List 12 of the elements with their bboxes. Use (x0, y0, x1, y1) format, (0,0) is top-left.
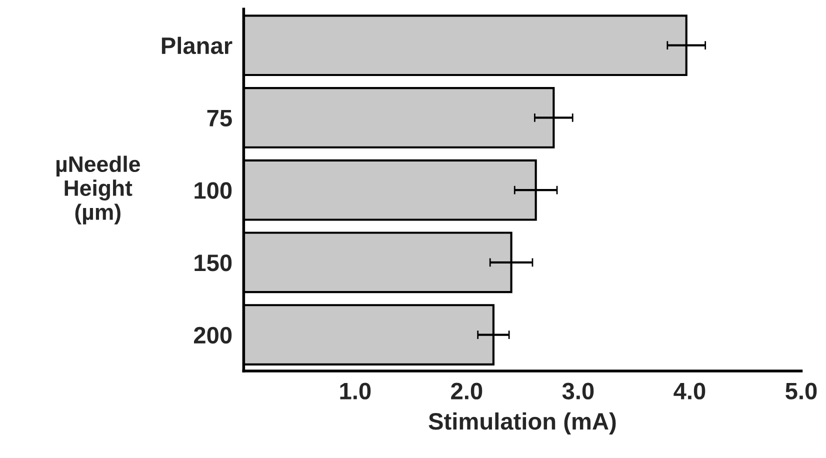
y-tick-label: 150 (194, 254, 232, 272)
x-tick-label: 2.0 (451, 382, 482, 400)
y-tick-label: 200 (194, 326, 232, 344)
x-tick-label: 1.0 (340, 382, 371, 400)
y-tick-label: 100 (194, 182, 232, 199)
y-tick-label: Planar (162, 36, 232, 54)
y-axis-title: µNeedle Height (µm) (56, 156, 140, 224)
x-tick-label: 3.0 (562, 382, 594, 400)
x-tick-label: 5.0 (786, 382, 817, 400)
y-tick-label: 75 (207, 110, 232, 126)
x-axis-title: Stimulation (mA) (428, 412, 616, 434)
x-tick-label: 4.0 (674, 382, 706, 400)
